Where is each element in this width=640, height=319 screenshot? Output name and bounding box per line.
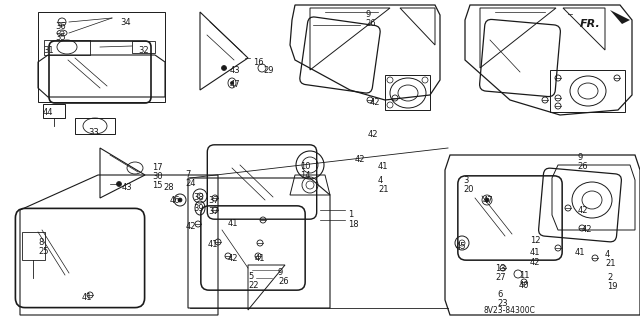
Text: 42: 42	[578, 206, 589, 215]
Text: FR.: FR.	[580, 19, 601, 29]
Text: 46: 46	[170, 196, 180, 205]
Text: 3: 3	[463, 176, 468, 185]
Text: 41: 41	[530, 248, 541, 257]
Text: 25: 25	[38, 247, 49, 256]
Text: 41: 41	[255, 254, 266, 263]
Polygon shape	[610, 10, 630, 24]
Text: 41: 41	[228, 219, 239, 228]
Text: 9: 9	[365, 10, 371, 19]
Text: 39: 39	[193, 204, 204, 213]
Text: 30: 30	[152, 172, 163, 181]
Text: 42: 42	[186, 222, 196, 231]
Text: 31: 31	[43, 46, 54, 55]
Text: 18: 18	[348, 220, 358, 229]
Text: 9: 9	[278, 268, 284, 277]
Text: 29: 29	[263, 66, 273, 75]
Text: 4: 4	[605, 250, 611, 259]
Text: 38: 38	[193, 193, 204, 202]
Text: 42: 42	[582, 225, 593, 234]
Text: 43: 43	[122, 183, 132, 192]
Text: 26: 26	[365, 19, 376, 28]
Text: 15: 15	[152, 181, 163, 190]
Text: 42: 42	[355, 155, 365, 164]
Text: 21: 21	[378, 185, 388, 194]
Text: 19: 19	[607, 282, 618, 291]
Text: 9: 9	[577, 153, 582, 162]
Ellipse shape	[221, 65, 227, 70]
Text: 10: 10	[300, 162, 310, 171]
Text: 43: 43	[230, 66, 241, 75]
Text: 1: 1	[348, 210, 353, 219]
Text: 16: 16	[253, 58, 264, 67]
Text: 42: 42	[370, 98, 381, 107]
Ellipse shape	[230, 81, 234, 85]
Ellipse shape	[485, 198, 489, 202]
Text: 27: 27	[495, 273, 506, 282]
Text: 40: 40	[519, 281, 529, 290]
Text: 45: 45	[456, 242, 467, 251]
Text: 42: 42	[368, 130, 378, 139]
Text: 26: 26	[577, 162, 588, 171]
Text: 37: 37	[208, 207, 219, 216]
Text: 42: 42	[530, 258, 541, 267]
Ellipse shape	[178, 198, 182, 202]
Text: 32: 32	[138, 46, 148, 55]
Text: 26: 26	[278, 277, 289, 286]
Text: 33: 33	[88, 128, 99, 137]
Text: 21: 21	[605, 259, 616, 268]
Text: 13: 13	[495, 264, 506, 273]
Text: 23: 23	[497, 299, 508, 308]
Text: 24: 24	[185, 179, 195, 188]
Text: 34: 34	[120, 18, 131, 27]
Text: 41: 41	[575, 248, 586, 257]
Text: 44: 44	[43, 108, 54, 117]
Text: 4: 4	[378, 176, 383, 185]
Text: 41: 41	[378, 162, 388, 171]
Text: 47: 47	[230, 80, 241, 89]
Text: 2: 2	[607, 273, 612, 282]
Text: 8: 8	[38, 238, 44, 247]
Text: 22: 22	[248, 281, 259, 290]
Text: 11: 11	[519, 271, 529, 280]
Ellipse shape	[116, 182, 122, 187]
Text: 6: 6	[497, 290, 502, 299]
Text: 37: 37	[208, 196, 219, 205]
Text: 8V23-84300C: 8V23-84300C	[483, 306, 535, 315]
Text: 14: 14	[300, 171, 310, 180]
Text: 12: 12	[530, 236, 541, 245]
Text: 5: 5	[248, 272, 253, 281]
Text: 42: 42	[228, 254, 239, 263]
Text: 35: 35	[55, 33, 66, 42]
Text: 41: 41	[208, 240, 218, 249]
Text: 47: 47	[483, 196, 493, 205]
Text: 36: 36	[55, 22, 66, 31]
Text: 17: 17	[152, 163, 163, 172]
Text: 20: 20	[463, 185, 474, 194]
Text: 7: 7	[185, 170, 190, 179]
Text: 28: 28	[163, 183, 173, 192]
Text: 41: 41	[82, 293, 93, 302]
